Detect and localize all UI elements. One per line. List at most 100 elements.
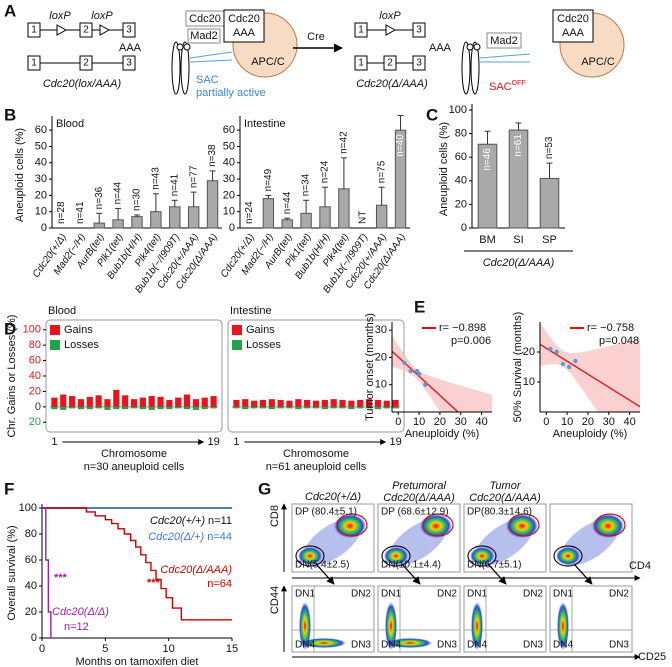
x-tick-label: 19 xyxy=(207,436,219,448)
legend-swatch xyxy=(232,340,242,350)
legend-label: Gains xyxy=(64,324,93,336)
dp-label: DP(80.3±14.6) xyxy=(467,507,532,518)
spindle xyxy=(479,53,531,63)
note: n=61 aneuploid cells xyxy=(266,461,367,473)
y-tick-label: 80 xyxy=(455,128,467,140)
y-tick-label: 40 xyxy=(455,175,467,187)
n-label: n=44 xyxy=(282,191,293,214)
bar xyxy=(251,406,258,409)
survival-curve xyxy=(42,507,52,638)
legend-label: Cdc20(Δ/AAA) xyxy=(160,564,232,576)
quadrant-label: DN3 xyxy=(437,640,457,651)
dp-gate xyxy=(508,513,540,537)
x-axis-label: Months on tamoxifen diet xyxy=(76,656,199,667)
y-tick-label: 40 xyxy=(223,157,235,169)
exon xyxy=(79,55,93,71)
legend-label: Cdc20(Δ/Δ) xyxy=(52,606,109,618)
bar xyxy=(304,399,311,407)
kinetochore xyxy=(176,43,184,51)
quadrant-label: DN1 xyxy=(467,589,487,600)
dn-population xyxy=(470,547,494,565)
y-tick-label: 0 xyxy=(31,632,37,644)
dn-blob xyxy=(302,638,346,648)
point xyxy=(402,360,407,366)
legend-name: Cdc20(+/+) xyxy=(150,515,205,527)
bar xyxy=(277,399,284,407)
x-axis-label: Aneuploidy (%) xyxy=(405,428,480,440)
n-label: n=43 xyxy=(151,167,162,190)
protein-label: Cdc20 xyxy=(557,13,589,25)
quadrant-label: DN3 xyxy=(523,640,543,651)
apc-label: APC/C xyxy=(581,56,615,68)
legend-swatch xyxy=(232,325,242,335)
exon xyxy=(79,22,93,38)
p-label: p=0.006 xyxy=(451,335,491,347)
sac-sup: OFF xyxy=(512,80,526,87)
apc-label: APC/C xyxy=(251,56,285,68)
y-tick-label: 50 xyxy=(35,140,47,152)
dp-gate xyxy=(422,513,454,537)
dn-gate xyxy=(295,545,325,567)
n-label: n=40 xyxy=(395,134,406,157)
column-header: Cdc20(Δ/AAA) xyxy=(469,492,541,504)
dn-population xyxy=(298,547,322,565)
dn-blob xyxy=(388,638,432,648)
dn-gate xyxy=(381,545,411,567)
bar xyxy=(95,406,102,409)
y-tick-label: 0 xyxy=(229,222,235,234)
y-tick-label: 20 xyxy=(375,351,387,363)
point xyxy=(554,349,559,355)
bar xyxy=(339,399,346,407)
exon xyxy=(27,22,41,38)
gate-arrow xyxy=(401,563,421,585)
bar xyxy=(69,406,76,409)
protein-box xyxy=(552,9,594,43)
bar xyxy=(148,396,155,407)
bar xyxy=(259,406,267,409)
bar xyxy=(206,180,219,229)
sac-label: partially active xyxy=(196,87,266,99)
bar xyxy=(251,400,258,407)
dn-gate xyxy=(467,545,497,567)
legend-label: Gains xyxy=(246,324,275,336)
y-tick-label: 60 xyxy=(25,554,37,566)
bar xyxy=(383,406,390,409)
y-tick-label: 20 xyxy=(223,189,235,201)
protein-label: Mad2 xyxy=(190,30,218,42)
x-tick-label: 20 xyxy=(582,416,594,428)
r-label: r= −0.758 xyxy=(587,322,634,334)
exon-label: 2 xyxy=(83,58,89,69)
genotype: Cdc20(Δ/AAA) xyxy=(356,78,428,90)
bar xyxy=(175,397,182,407)
dp-population xyxy=(334,514,366,538)
n-label: n=36 xyxy=(94,186,105,209)
chromatid xyxy=(470,41,480,95)
bar xyxy=(210,396,217,407)
loxp-site xyxy=(99,24,111,36)
x-tick-label: 5 xyxy=(102,643,108,655)
exon xyxy=(412,55,426,71)
y-tick-label: 30 xyxy=(223,173,235,185)
exon-label: 3 xyxy=(416,25,422,36)
arrow-label: Cre xyxy=(307,31,325,43)
bar xyxy=(51,397,58,407)
legend-n: n=44 xyxy=(207,531,232,543)
bar xyxy=(139,397,146,407)
bar xyxy=(277,406,284,409)
y-tick-label: 20 xyxy=(523,346,535,358)
bar xyxy=(300,212,312,229)
x-tick-label: 30 xyxy=(603,416,615,428)
bar xyxy=(210,406,217,409)
panel-label: G xyxy=(258,479,271,498)
y-tick-label: 40 xyxy=(35,157,47,169)
bar xyxy=(148,406,155,410)
bar xyxy=(319,206,331,229)
legend-name: Cdc20(Δ/AAA) xyxy=(160,564,232,576)
bar xyxy=(262,198,275,229)
y-tick-label: 20 xyxy=(29,385,41,397)
bar xyxy=(157,406,164,410)
loxp-label: loxP xyxy=(49,10,71,22)
panel-label: E xyxy=(414,297,425,316)
bar xyxy=(139,406,146,410)
exon-label: 1 xyxy=(31,58,37,69)
